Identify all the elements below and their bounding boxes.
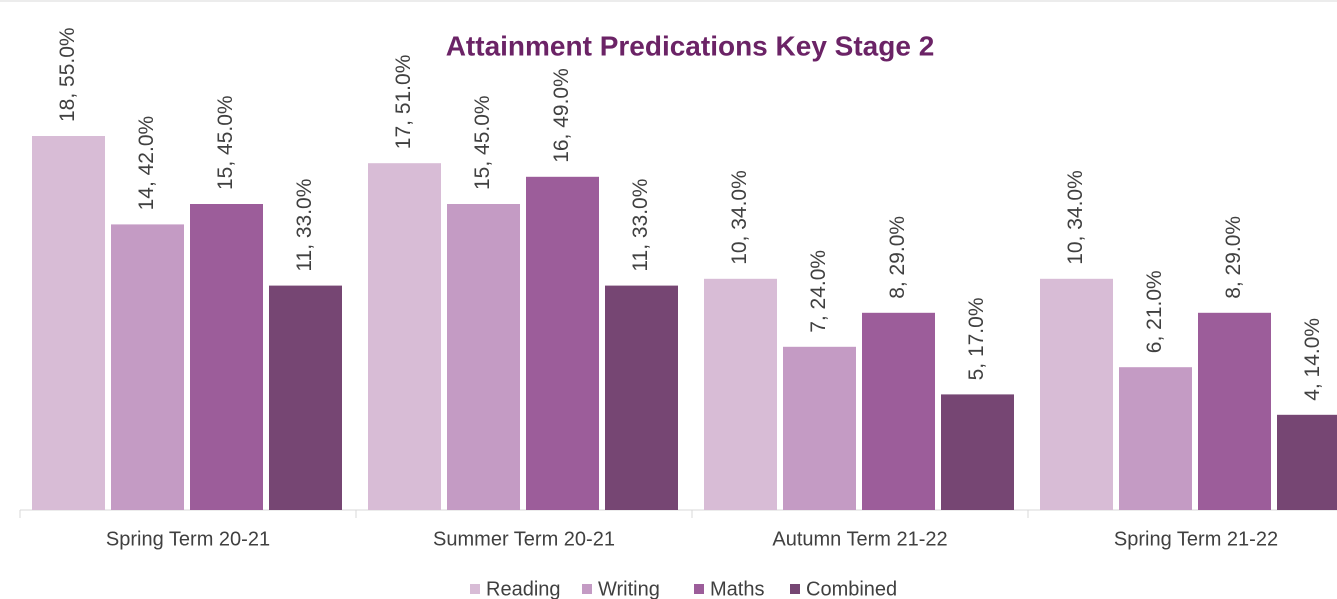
bar [704, 278, 777, 510]
data-label: 10, 34.0% [1064, 170, 1087, 265]
data-label: 16, 49.0% [550, 68, 573, 163]
data-label: 6, 21.0% [1143, 270, 1166, 353]
data-label: 5, 17.0% [965, 297, 988, 380]
bar [190, 204, 263, 510]
chart-title: Attainment Predications Key Stage 2 [446, 30, 935, 61]
data-label: 15, 45.0% [214, 95, 237, 190]
bar [1040, 278, 1113, 510]
bar [447, 204, 520, 510]
bar [368, 163, 441, 510]
bar [862, 312, 935, 510]
x-tick-label: Spring Term 21-22 [1114, 528, 1278, 550]
x-tick-label: Spring Term 20-21 [106, 528, 270, 550]
bar [1119, 367, 1192, 510]
bar [526, 176, 599, 511]
legend-swatch [790, 584, 800, 594]
bar [605, 285, 678, 510]
legend-swatch [582, 584, 592, 594]
data-label: 8, 29.0% [1222, 216, 1245, 299]
x-tick-label: Autumn Term 21-22 [772, 528, 947, 550]
data-label: 17, 51.0% [392, 55, 415, 150]
legend-label: Maths [710, 578, 764, 599]
bar [783, 346, 856, 510]
data-label: 11, 33.0% [293, 179, 316, 272]
legend-label: Reading [486, 578, 561, 599]
data-label: 10, 34.0% [728, 170, 751, 265]
legend-label: Combined [806, 578, 897, 599]
legend-swatch [694, 584, 704, 594]
data-label: 15, 45.0% [471, 95, 494, 190]
bar [1198, 312, 1271, 510]
data-label: 4, 14.0% [1301, 318, 1324, 401]
data-label: 11, 33.0% [629, 179, 652, 272]
bar [941, 394, 1014, 510]
data-label: 14, 42.0% [135, 116, 158, 211]
data-label: 7, 24.0% [807, 250, 830, 333]
bar [269, 285, 342, 510]
bar [1277, 414, 1337, 510]
bar [111, 224, 184, 510]
x-tick-label: Summer Term 20-21 [433, 528, 615, 550]
data-label: 18, 55.0% [56, 27, 79, 122]
legend-swatch [470, 584, 480, 594]
bar [32, 136, 105, 510]
legend-label: Writing [598, 578, 660, 599]
data-label: 8, 29.0% [886, 216, 909, 299]
